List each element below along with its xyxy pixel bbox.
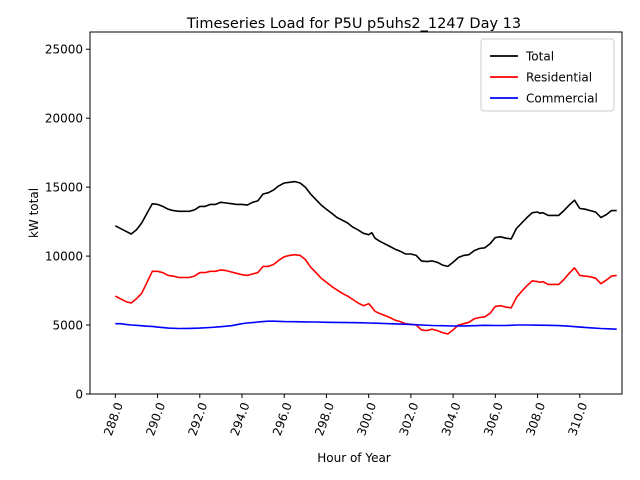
x-axis-label: Hour of Year [317, 451, 391, 465]
y-tick-label: 15000 [45, 181, 83, 195]
series-line-residential [114, 253, 617, 335]
legend: Total Residential Commercial [480, 38, 615, 112]
legend-label-residential: Residential [526, 71, 592, 85]
y-axis: 0 5000 10000 15000 20000 25000 [45, 43, 90, 402]
chart-title: Timeseries Load for P5U p5uhs2_1247 Day … [186, 16, 521, 32]
legend-label-total: Total [525, 50, 554, 64]
y-tick-label: 5000 [52, 319, 83, 333]
legend-frame [480, 38, 615, 112]
plot-area [114, 180, 617, 335]
legend-label-commercial: Commercial [526, 92, 598, 106]
y-tick-label: 10000 [45, 250, 83, 264]
axes-frame [89, 31, 623, 395]
series-line-total [114, 180, 617, 268]
y-axis-label: kW total [27, 188, 41, 238]
y-tick-label: 25000 [45, 43, 83, 57]
series-line-commercial [115, 320, 617, 330]
y-tick-label: 20000 [45, 112, 83, 126]
y-tick-label: 0 [75, 388, 83, 402]
